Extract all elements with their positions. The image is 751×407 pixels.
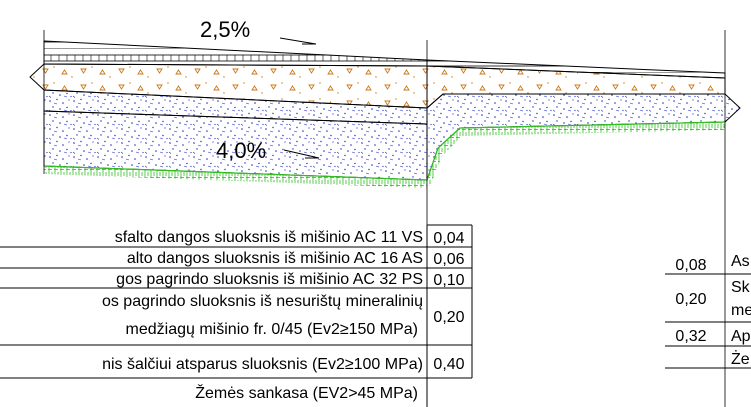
left-row-4-value: 0,20 xyxy=(433,309,464,326)
subgrade-hatch xyxy=(44,166,427,188)
existing-gravel-base xyxy=(426,93,741,181)
right-layer-table: 0,08 As 0,20 Sk me 0,32 Ap Że xyxy=(665,253,751,369)
right-row-1-label: As xyxy=(731,253,750,270)
right-row-3-label: Ap xyxy=(731,328,751,345)
left-row-3-value: 0,10 xyxy=(433,272,464,289)
left-row-5-label: nis šalčiui atsparus sluoksnis (Ev2≥100 … xyxy=(102,356,423,373)
right-row-2-label-line-1: Sk xyxy=(731,279,751,296)
left-layer-table: sfalto dangos sluoksnis iš mišinio AC 11… xyxy=(0,224,473,407)
left-row-4-label-line-1: os pagrindo sluoksnis iš nesurištų miner… xyxy=(102,293,423,310)
right-row-2-label-line-2: me xyxy=(731,302,751,319)
slope-label-top: 2,5% xyxy=(200,17,250,42)
left-row-4-label-line-2: medžiagų mišinio fr. 0/45 (Ev2≥150 MPa) xyxy=(126,321,418,338)
left-row-1-value: 0,04 xyxy=(433,230,464,247)
left-row-1-label: sfalto dangos sluoksnis iš mišinio AC 11… xyxy=(115,229,423,246)
left-row-5-value: 0,40 xyxy=(433,356,464,373)
right-row-4-label: Że xyxy=(731,349,750,368)
slope-arrow-bottom xyxy=(283,149,320,159)
left-row-3-label: gos pagrindo sluoksnis iš mišinio AC 32 … xyxy=(116,271,423,288)
left-row-2-label: alto dangos sluoksnis iš mišinio AC 16 A… xyxy=(127,250,423,267)
slope-arrow-top xyxy=(279,37,317,45)
asphalt-wearing-layers xyxy=(43,40,428,67)
right-row-1-value: 0,08 xyxy=(675,257,706,274)
left-row-2-value: 0,06 xyxy=(433,251,464,268)
right-row-3-value: 0,32 xyxy=(675,328,706,345)
slope-label-bottom: 4,0% xyxy=(216,138,266,163)
right-row-2-value: 0,20 xyxy=(675,291,706,308)
existing-pavement-structure xyxy=(426,30,741,407)
left-row-6-label: Žemės sankasa (EV2>45 MPa) xyxy=(195,383,418,402)
new-pavement-structure xyxy=(29,30,428,188)
